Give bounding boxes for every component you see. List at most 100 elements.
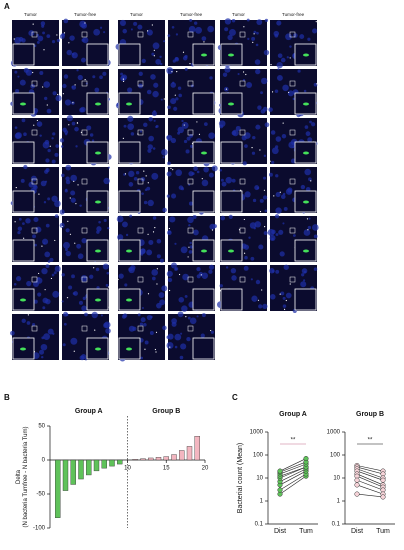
bacteria-signal bbox=[95, 249, 101, 253]
nucleus bbox=[271, 237, 274, 241]
nucleus bbox=[103, 31, 106, 34]
nucleus bbox=[312, 28, 318, 34]
nucleus bbox=[212, 224, 217, 229]
nucleus bbox=[122, 28, 128, 34]
nucleus bbox=[56, 38, 60, 43]
nucleus bbox=[138, 71, 143, 76]
nucleus bbox=[153, 82, 159, 88]
micrograph bbox=[12, 214, 59, 263]
nucleus bbox=[42, 306, 46, 310]
nucleus bbox=[151, 172, 159, 180]
nucleus bbox=[280, 194, 286, 200]
inset-marker bbox=[187, 129, 194, 136]
nucleus bbox=[89, 133, 94, 137]
nucleus bbox=[44, 139, 50, 145]
subplot-title: Group A bbox=[279, 411, 307, 418]
bar bbox=[132, 459, 138, 461]
nucleus bbox=[42, 297, 49, 304]
nucleus bbox=[283, 264, 289, 270]
bacteria-signal bbox=[201, 249, 207, 253]
inset-marker bbox=[31, 325, 38, 332]
speck bbox=[68, 124, 70, 126]
nucleus bbox=[69, 35, 75, 41]
nucleus bbox=[230, 268, 237, 274]
nucleus bbox=[167, 277, 173, 283]
inset-marker bbox=[81, 31, 88, 38]
nucleus bbox=[51, 273, 55, 277]
nucleus bbox=[152, 216, 157, 220]
nucleus bbox=[152, 147, 156, 150]
inset-marker bbox=[81, 129, 88, 136]
inset-marker bbox=[187, 276, 194, 283]
nucleus bbox=[35, 226, 42, 233]
nucleus bbox=[228, 214, 233, 219]
point bbox=[354, 491, 360, 497]
nucleus bbox=[72, 292, 76, 295]
speck bbox=[185, 316, 187, 318]
nucleus bbox=[219, 284, 223, 288]
nucleus bbox=[166, 335, 170, 339]
nucleus bbox=[25, 218, 31, 224]
speck bbox=[38, 272, 40, 275]
inset bbox=[220, 288, 243, 311]
nucleus bbox=[41, 355, 44, 359]
nucleus bbox=[251, 295, 258, 302]
nucleus bbox=[219, 169, 223, 172]
nucleus bbox=[61, 273, 65, 277]
nucleus bbox=[77, 253, 84, 260]
speck bbox=[66, 297, 69, 299]
speck bbox=[84, 78, 86, 81]
micrograph bbox=[116, 214, 165, 263]
speck bbox=[61, 225, 63, 228]
nucleus bbox=[127, 123, 135, 130]
nucleus bbox=[52, 132, 56, 136]
nucleus bbox=[173, 106, 178, 111]
nucleus bbox=[130, 264, 136, 271]
nucleus bbox=[278, 229, 284, 235]
nucleus bbox=[52, 91, 57, 96]
bar bbox=[62, 459, 69, 491]
nucleus bbox=[270, 294, 276, 300]
nucleus bbox=[193, 166, 198, 171]
speck bbox=[172, 169, 174, 171]
speck bbox=[147, 182, 149, 184]
nucleus bbox=[44, 180, 48, 183]
nucleus bbox=[84, 358, 87, 361]
micrograph bbox=[270, 20, 318, 69]
y-tick-label: -50 bbox=[36, 492, 45, 498]
inset-marker bbox=[137, 325, 144, 332]
nucleus bbox=[190, 144, 194, 149]
nucleus bbox=[49, 257, 54, 262]
nucleus bbox=[180, 343, 187, 350]
speck bbox=[270, 64, 272, 66]
inset-marker bbox=[137, 129, 144, 136]
bacteria-signal bbox=[126, 347, 132, 351]
nucleus bbox=[47, 260, 51, 263]
nucleus bbox=[32, 185, 38, 190]
pair-line bbox=[279, 461, 307, 473]
nucleus bbox=[71, 85, 74, 89]
nucleus bbox=[37, 277, 41, 280]
speck bbox=[279, 293, 281, 295]
nucleus bbox=[15, 88, 20, 94]
nucleus bbox=[282, 192, 286, 196]
micrograph bbox=[166, 262, 215, 312]
nucleus bbox=[128, 325, 135, 332]
nucleus bbox=[279, 251, 285, 257]
nucleus bbox=[255, 124, 261, 130]
nucleus bbox=[51, 137, 54, 140]
column-header: Tumor bbox=[24, 12, 37, 17]
x-tick-label: 20 bbox=[202, 466, 209, 472]
nucleus bbox=[152, 90, 159, 98]
nucleus bbox=[148, 117, 153, 122]
nucleus bbox=[61, 173, 65, 178]
nucleus bbox=[20, 178, 25, 183]
pair-line bbox=[356, 484, 384, 495]
speck bbox=[77, 184, 79, 186]
pair-line bbox=[356, 475, 384, 488]
nucleus bbox=[82, 296, 87, 301]
micrograph bbox=[12, 118, 60, 164]
speck bbox=[289, 57, 291, 59]
nucleus bbox=[43, 333, 50, 341]
nucleus bbox=[64, 133, 68, 136]
